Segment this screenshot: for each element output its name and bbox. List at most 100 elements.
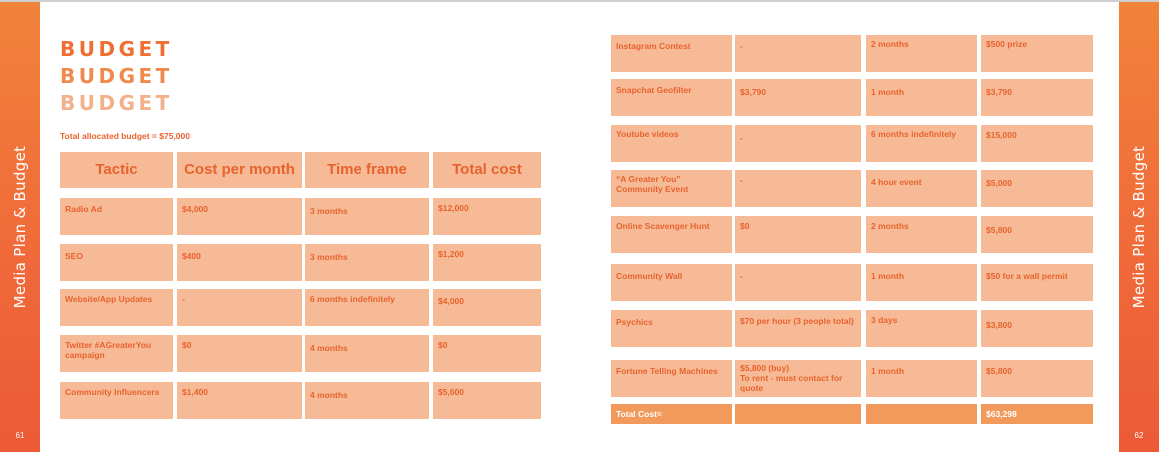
left-row-3-time-frame: 6 months indefinitely [305, 289, 429, 326]
right-row-4-time-frame: 4 hour event [866, 170, 977, 207]
budget-heading-1: BUDGET [60, 37, 173, 61]
right-row-4-tactic: “A Greater You” Community Event [611, 170, 732, 207]
left-row-5-tactic: Community Influencers [60, 382, 173, 419]
left-row-2-time-frame: 3 months [305, 244, 429, 281]
right-row-2-tactic: Snapchat Geofilter [611, 79, 732, 116]
right-row-8-cost-per-month: $5,800 (buy) To rent - must contact for … [735, 360, 861, 397]
right-section-title: Media Plan & Budget [1130, 145, 1148, 309]
right-row-5-tactic: Online Scavenger Hunt [611, 216, 732, 253]
total-row-total-cost-text: $63,298 [986, 409, 1017, 419]
left-row-2-time-frame-text: 3 months [310, 252, 348, 262]
left-row-3-cost-per-month: - [177, 289, 302, 326]
left-row-3-time-frame-text: 6 months indefinitely [310, 294, 396, 304]
left-row-4-tactic: Twitter #AGreaterYou campaign [60, 335, 173, 372]
right-row-3-total-cost: $15,000 [981, 125, 1093, 162]
left-row-2-tactic-text: SEO [65, 251, 83, 261]
left-row-2-cost-per-month: $400 [177, 244, 302, 281]
right-row-5-total-cost-text: $5,800 [986, 225, 1012, 235]
top-border [0, 0, 1159, 2]
right-row-7-total-cost-text: $3,800 [986, 320, 1012, 330]
left-page-number: 61 [15, 431, 25, 440]
left-row-3-total-cost-text: $4,000 [438, 296, 464, 306]
left-row-3-total-cost: $4,000 [433, 289, 541, 326]
right-row-8-total-cost-text: $5,800 [986, 366, 1012, 376]
left-row-4-time-frame: 4 months [305, 335, 429, 372]
header-cost-per-month: Cost per month [177, 152, 302, 188]
left-row-2-total-cost-text: $1,200 [438, 249, 464, 259]
left-row-2-tactic: SEO [60, 244, 173, 281]
total-row-total-cost: $63,298 [981, 404, 1093, 424]
left-row-3-tactic-text: Website/App Updates [65, 294, 153, 304]
left-row-5-total-cost: $5,600 [433, 382, 541, 419]
right-row-5-time-frame-text: 2 months [871, 221, 909, 231]
total-row-time-frame [866, 404, 977, 424]
right-row-4-total-cost: $5,000 [981, 170, 1093, 207]
right-row-2-cost-per-month: $3,790 [735, 79, 861, 116]
right-row-4-cost-per-month-text: - [740, 175, 743, 185]
right-row-8-tactic: Fortune Telling Machines [611, 360, 732, 397]
left-row-1-cost-per-month-text: $4,000 [182, 204, 208, 214]
left-row-1-cost-per-month: $4,000 [177, 198, 302, 235]
right-row-7-total-cost: $3,800 [981, 310, 1093, 347]
right-row-4-time-frame-text: 4 hour event [871, 177, 922, 187]
right-row-3-time-frame: 6 months indefinitely [866, 125, 977, 162]
right-row-1-tactic: Instagram Contest [611, 35, 732, 72]
left-row-4-total-cost: $0 [433, 335, 541, 372]
left-row-4-total-cost-text: $0 [438, 340, 448, 350]
right-row-7-tactic: Psychics [611, 310, 732, 347]
header-tactic: Tactic [60, 152, 173, 188]
right-row-6-time-frame-text: 1 month [871, 271, 905, 281]
right-row-1-cost-per-month-text: - [740, 41, 743, 51]
right-row-8-cost-per-month-text: $5,800 (buy) To rent - must contact for … [740, 363, 843, 393]
left-sidebar: Media Plan & Budget 61 [0, 2, 40, 452]
allocated-budget-label: Total allocated budget = $75,000 [60, 131, 190, 141]
right-row-6-time-frame: 1 month [866, 264, 977, 301]
left-row-1-time-frame-text: 3 months [310, 206, 348, 216]
right-row-5-time-frame: 2 months [866, 216, 977, 253]
left-row-4-tactic-text: Twitter #AGreaterYou campaign [65, 340, 152, 360]
right-row-3-tactic: Youtube videos [611, 125, 732, 162]
right-row-5-tactic-text: Online Scavenger Hunt [616, 221, 710, 231]
right-row-7-cost-per-month: $70 per hour (3 people total) [735, 310, 861, 347]
left-row-5-time-frame-text: 4 months [310, 390, 348, 400]
left-row-4-cost-per-month: $0 [177, 335, 302, 372]
right-row-3-tactic-text: Youtube videos [616, 129, 679, 139]
right-row-2-time-frame-text: 1 month [871, 87, 905, 97]
left-row-4-time-frame-text: 4 months [310, 343, 348, 353]
right-row-6-total-cost-text: $50 for a wall permit [986, 271, 1068, 281]
header-time-frame: Time frame [305, 152, 429, 188]
right-row-3-cost-per-month: - [735, 125, 861, 162]
right-row-7-cost-per-month-text: $70 per hour (3 people total) [740, 316, 854, 326]
left-row-5-tactic-text: Community Influencers [65, 387, 160, 397]
left-row-5-total-cost-text: $5,600 [438, 387, 464, 397]
left-row-1-time-frame: 3 months [305, 198, 429, 235]
right-row-4-total-cost-text: $5,000 [986, 178, 1012, 188]
right-row-7-time-frame: 3 days [866, 310, 977, 347]
right-row-5-total-cost: $5,800 [981, 216, 1093, 253]
left-row-4-cost-per-month-text: $0 [182, 340, 192, 350]
right-row-6-cost-per-month: - [735, 264, 861, 301]
right-row-8-time-frame-text: 1 month [871, 366, 905, 376]
right-row-2-tactic-text: Snapchat Geofilter [616, 85, 692, 95]
right-row-7-tactic-text: Psychics [616, 317, 653, 327]
total-row-tactic-text: Total Cost= [616, 409, 662, 419]
right-row-5-cost-per-month: $0 [735, 216, 861, 253]
right-row-4-tactic-text: “A Greater You” Community Event [616, 174, 689, 194]
right-row-6-cost-per-month-text: - [740, 271, 743, 281]
left-row-2-cost-per-month-text: $400 [182, 251, 201, 261]
right-row-2-time-frame: 1 month [866, 79, 977, 116]
left-row-5-cost-per-month: $1,400 [177, 382, 302, 419]
left-row-1-tactic: Radio Ad [60, 198, 173, 235]
left-row-1-tactic-text: Radio Ad [65, 204, 102, 214]
total-row-cost-per-month [735, 404, 861, 424]
left-row-5-cost-per-month-text: $1,400 [182, 387, 208, 397]
right-row-4-cost-per-month: - [735, 170, 861, 207]
right-row-6-tactic: Community Wall [611, 264, 732, 301]
right-row-7-time-frame-text: 3 days [871, 315, 898, 325]
left-section-title: Media Plan & Budget [11, 145, 29, 309]
left-row-5-time-frame: 4 months [305, 382, 429, 419]
right-row-8-total-cost: $5,800 [981, 360, 1093, 397]
right-row-1-total-cost: $500 prize [981, 35, 1093, 72]
right-row-6-tactic-text: Community Wall [616, 271, 683, 281]
budget-heading-3: BUDGET [60, 91, 173, 115]
